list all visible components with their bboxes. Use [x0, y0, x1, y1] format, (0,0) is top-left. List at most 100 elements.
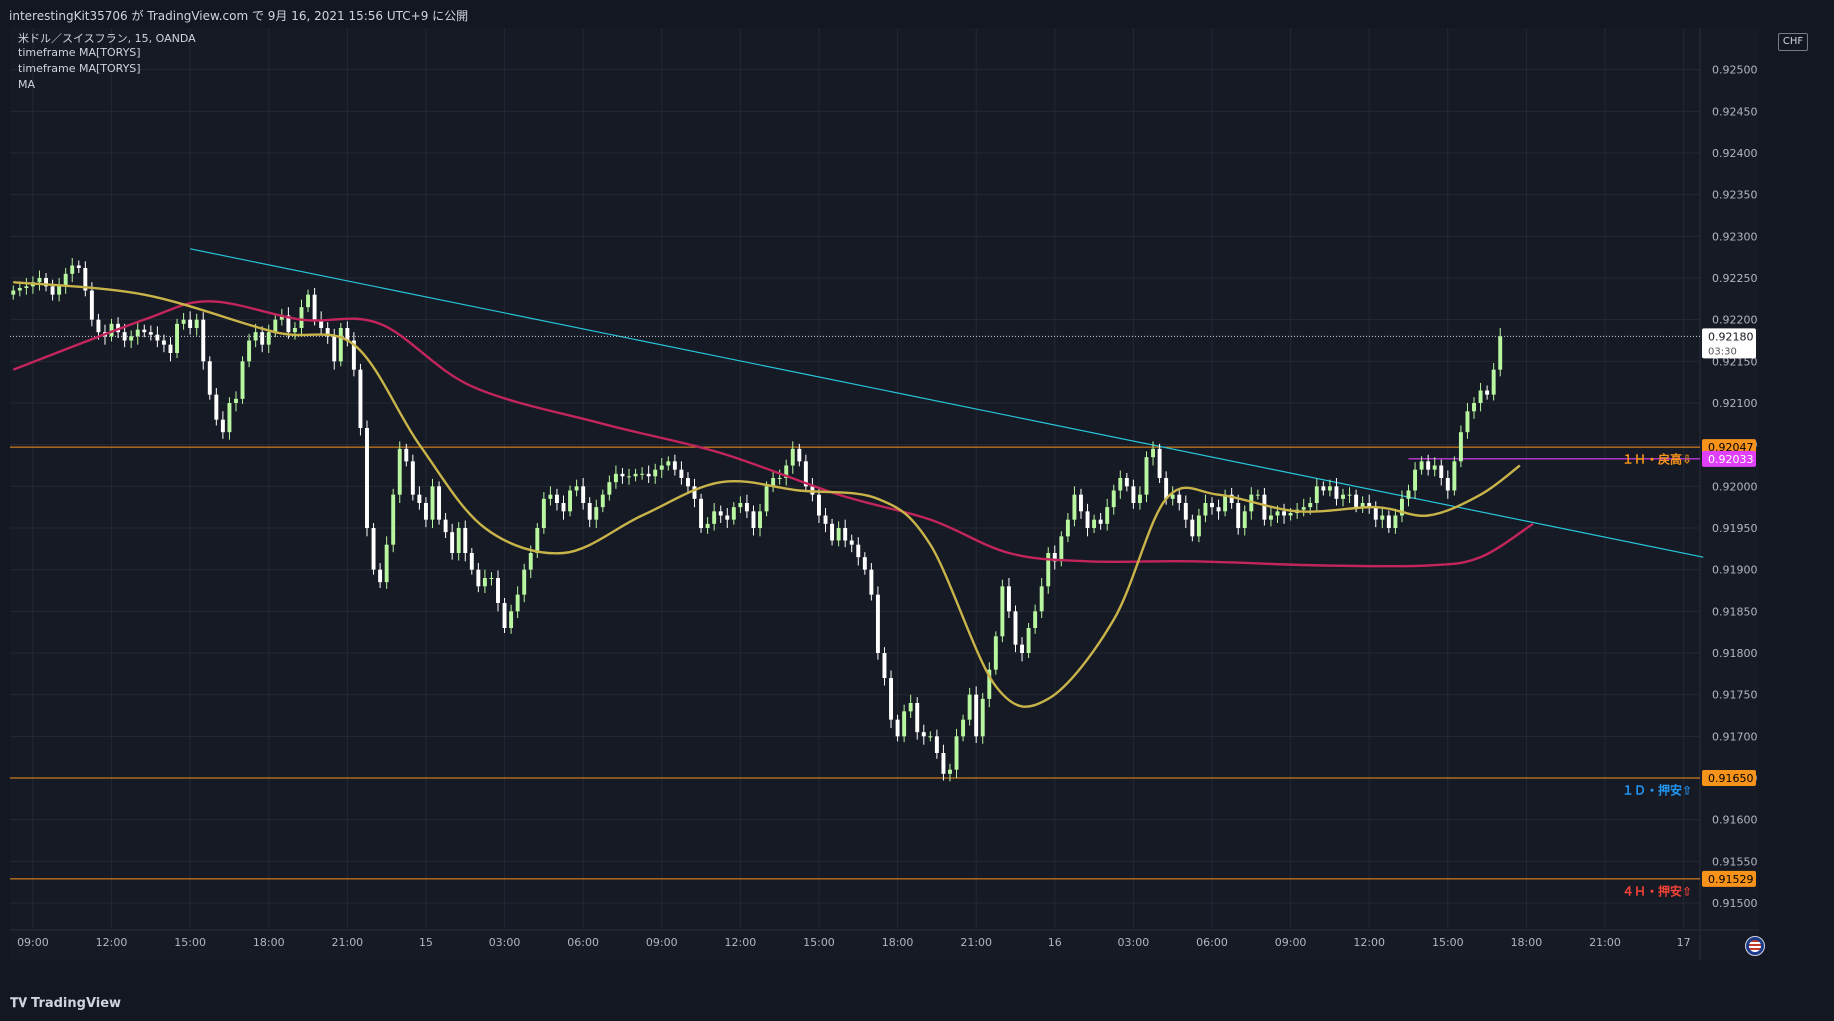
candle-body [404, 448, 409, 462]
candle-body [175, 323, 179, 353]
candle-body [1196, 515, 1201, 537]
x-tick-label: 18:00 [1511, 936, 1543, 949]
candle-body [889, 678, 893, 720]
candle-body [1393, 515, 1398, 528]
candle-body [541, 498, 546, 528]
candle-body [1079, 494, 1083, 512]
candle-body [129, 336, 134, 341]
top-bar: interestingKit35706 が TradingView.com で … [0, 0, 1834, 28]
candle-body [437, 486, 442, 520]
candle-body [1249, 494, 1254, 512]
level-text: １Ｄ・押安⇧ [1622, 783, 1692, 798]
us-flag-icon[interactable] [1745, 936, 1765, 956]
candle-body [758, 511, 762, 528]
candle-body [646, 473, 651, 477]
candle-body [1478, 390, 1483, 403]
x-tick-label: 12:00 [96, 936, 128, 949]
candle-body [260, 332, 265, 345]
x-tick-label: 15:00 [803, 936, 835, 949]
x-tick-label: 21:00 [960, 936, 992, 949]
level-price-tag-bg [1702, 770, 1756, 786]
y-tick-label: 0.92400 [1712, 147, 1758, 160]
y-tick-label: 0.91500 [1712, 897, 1758, 910]
candle-body [961, 719, 966, 737]
candle-body [1354, 494, 1359, 508]
candle-body [1098, 519, 1103, 524]
candle-body [502, 603, 507, 628]
y-tick-label: 0.92500 [1712, 64, 1758, 77]
brand-footer[interactable]: 𝐓𝐕 TradingView [10, 996, 121, 1011]
candle-body [227, 403, 232, 433]
candle-body [1092, 519, 1097, 528]
candle-body [57, 286, 62, 295]
x-tick-label: 12:00 [1353, 936, 1385, 949]
candle-body [843, 528, 848, 541]
candle-body [712, 511, 717, 524]
candle-body [319, 319, 324, 328]
candle-body [142, 329, 147, 333]
x-tick-label: 06:00 [567, 936, 599, 949]
candle-body [96, 319, 101, 333]
candle-body [725, 515, 730, 520]
candle-body [1445, 478, 1450, 491]
candle-body [76, 265, 81, 268]
candle-body [417, 494, 422, 503]
y-tick-label: 0.91800 [1712, 647, 1758, 660]
candle-body [1170, 494, 1175, 499]
candle-body [1164, 478, 1169, 499]
candle-body [679, 469, 684, 478]
candle-body [450, 532, 455, 553]
candle-body [44, 278, 48, 287]
legend-symbol[interactable]: 米ドル／スイスフラン, 15, OANDA [18, 32, 196, 45]
candle-body [168, 344, 173, 353]
x-tick-label: 17 [1677, 936, 1691, 949]
candle-body [430, 486, 435, 520]
candle-body [1380, 515, 1385, 520]
candle-body [902, 711, 907, 737]
candle-body [1439, 465, 1444, 478]
currency-badge[interactable]: CHF [1778, 33, 1808, 51]
legend-indicator-1[interactable]: timeframe MA[TORYS] [18, 46, 141, 59]
candle-body [797, 448, 802, 462]
candle-body [908, 703, 913, 712]
candle-body [1255, 494, 1260, 496]
candle-body [1033, 611, 1038, 628]
candle-body [594, 507, 599, 520]
y-tick-label: 0.91550 [1712, 855, 1758, 868]
legend-indicator-2[interactable]: timeframe MA[TORYS] [18, 62, 141, 75]
x-tick-label: 21:00 [1589, 936, 1621, 949]
candle-body [1072, 494, 1077, 520]
candle-body [469, 553, 474, 570]
y-tick-label: 0.91750 [1712, 689, 1758, 702]
y-tick-label: 0.91850 [1712, 605, 1758, 618]
candle-body [214, 394, 219, 420]
candle-body [875, 594, 880, 653]
candle-body [921, 732, 926, 737]
x-tick-label: 12:00 [725, 936, 757, 949]
y-tick-label: 0.92150 [1712, 355, 1758, 368]
y-tick-label: 0.92300 [1712, 230, 1758, 243]
candle-body [207, 361, 212, 395]
x-tick-label: 21:00 [331, 936, 363, 949]
candle-body [234, 398, 238, 403]
publish-info: interestingKit35706 が TradingView.com で … [9, 9, 469, 23]
candle-body [1085, 511, 1090, 528]
legend-indicator-3[interactable]: MA [18, 78, 36, 91]
candle-body [194, 319, 199, 328]
candle-body [1367, 503, 1372, 508]
candle-body [1485, 390, 1490, 395]
candle-body [1432, 465, 1437, 470]
candle-body [1360, 503, 1365, 508]
candle-body [1183, 503, 1188, 520]
magenta-price-tag: 0.92033 [1708, 453, 1754, 466]
candle-body [1386, 515, 1391, 528]
candle-body [686, 478, 690, 487]
chart-frame[interactable]: 0.92500 0.92450 0.92400 0.92350 0.92300 0.922… [10, 28, 1759, 960]
y-tick-label: 0.92250 [1712, 272, 1758, 285]
candle-body [1406, 490, 1411, 499]
x-tick-label: 03:00 [1118, 936, 1150, 949]
x-tick-label: 18:00 [253, 936, 285, 949]
candle-body [1124, 478, 1129, 487]
y-tick-label: 0.92450 [1712, 105, 1758, 118]
price-chart[interactable]: 0.92500 0.92450 0.92400 0.92350 0.92300 0.922… [10, 28, 1759, 960]
